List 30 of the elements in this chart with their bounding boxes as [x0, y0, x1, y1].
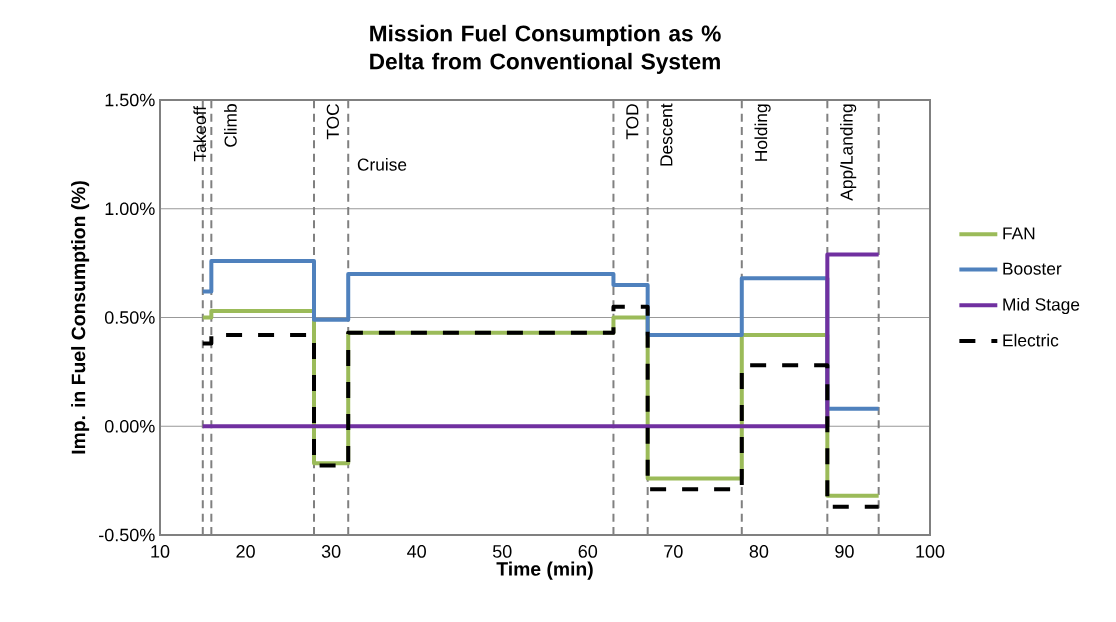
x-axis-title: Time (min): [496, 561, 593, 580]
ref-line-label: Holding: [754, 104, 771, 161]
ref-line-label: App/Landing: [840, 104, 857, 201]
y-tick-label: 0.50%: [104, 311, 155, 324]
y-tick-label: -0.50%: [99, 528, 155, 542]
legend-label: Booster: [1003, 262, 1062, 275]
legend-label: Mid Stage: [1003, 297, 1080, 315]
x-tick-label: 90: [835, 545, 854, 558]
y-tick-label: 1.00%: [105, 202, 155, 216]
ref-line-label: Descent: [660, 103, 673, 166]
ref-line-label: Takeoff: [193, 106, 207, 162]
legend-label: Electric: [1003, 333, 1059, 347]
y-tick-label: 0.00%: [104, 419, 155, 433]
x-tick-label: 100: [916, 545, 945, 558]
y-axis-title: Imp. in Fuel Consumption (%): [71, 181, 90, 454]
x-tick-label: 70: [664, 545, 683, 558]
y-tick-label: 1.50%: [105, 93, 155, 107]
x-tick-label: 40: [407, 545, 426, 558]
x-tick-label: 30: [321, 545, 341, 558]
ref-line-label: TOC: [326, 104, 339, 140]
chart-title: Mission Fuel Consumption as % Delta from Conventional System: [370, 24, 721, 74]
x-tick-label: 60: [578, 545, 598, 558]
legend-label: FAN: [1003, 227, 1035, 240]
x-tick-label: 10: [151, 545, 170, 558]
x-tick-label: 50: [492, 545, 512, 558]
ref-line-label: Cruise: [357, 158, 407, 171]
ref-line-label: TOD: [626, 104, 639, 140]
ref-line-label: Climb: [224, 104, 237, 147]
x-tick-label: 20: [236, 545, 255, 558]
x-tick-label: 80: [749, 545, 769, 558]
